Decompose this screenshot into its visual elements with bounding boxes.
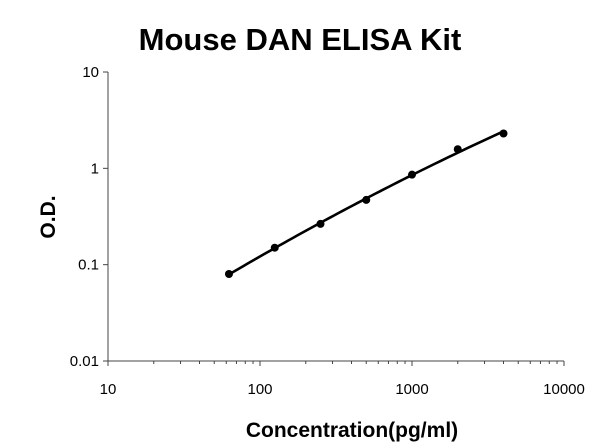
data-point [453,145,462,154]
y-tick-label: 0.1 [78,257,99,274]
x-tick-label: 10 [100,381,117,398]
data-point [408,170,416,179]
x-tick-labels: 10 100 1000 10000 [100,381,585,398]
x-tick-label: 10000 [543,381,585,398]
data-point [316,219,325,228]
y-tick-label: 10 [82,64,99,81]
series-layer [224,129,508,279]
data-point [224,270,233,279]
y-tick-label: 1 [91,160,99,177]
chart-title: Mouse DAN ELISA Kit [139,22,462,57]
data-point [362,195,371,204]
x-axis-label: Concentration(pg/ml) [246,419,458,442]
y-tick-labels: 0.01 0.1 1 10 [70,64,99,370]
data-point [499,129,508,138]
axes [103,71,565,366]
x-tick-label: 1000 [395,381,428,398]
y-axis-label: O.D. [37,195,60,238]
x-tick-label: 100 [247,381,272,398]
data-point [270,243,279,252]
y-tick-label: 0.01 [70,353,99,370]
